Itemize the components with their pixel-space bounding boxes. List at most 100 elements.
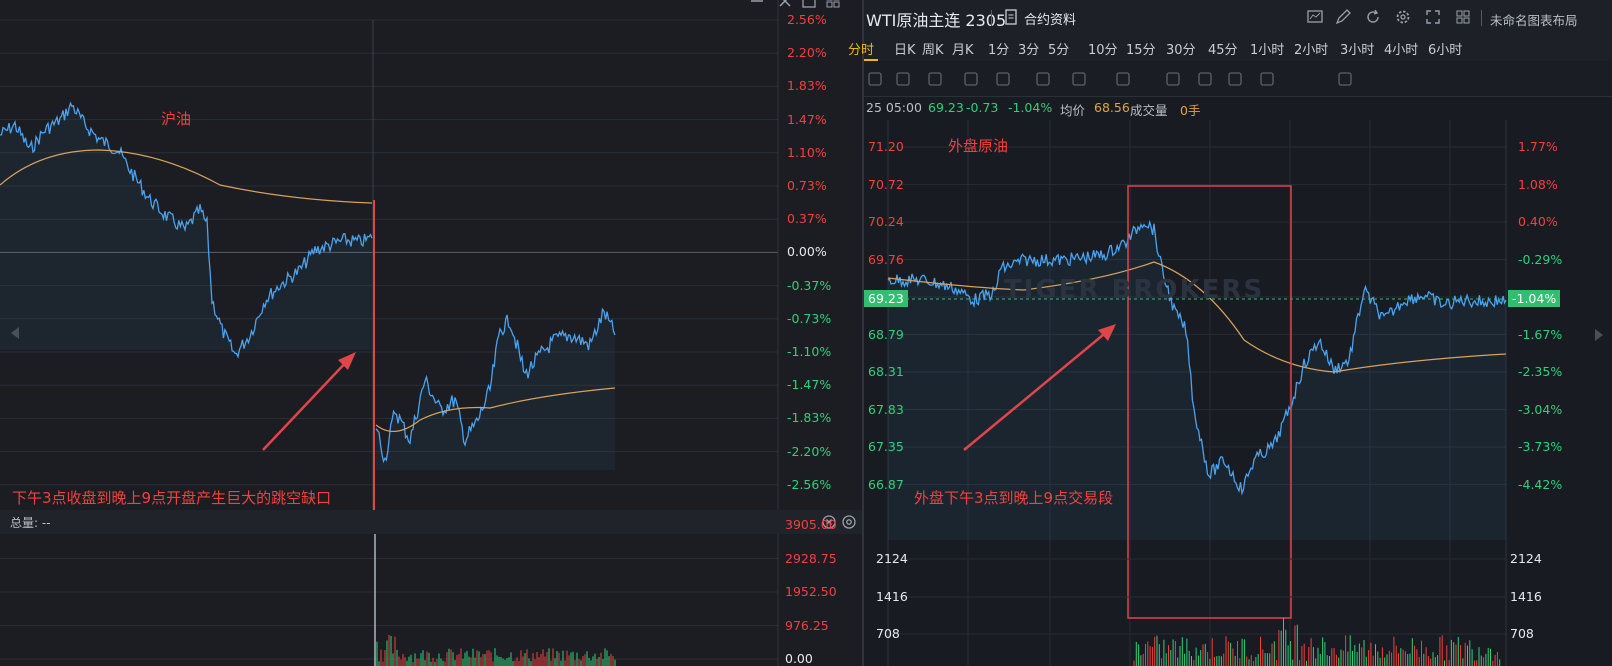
fib-icon[interactable] <box>962 70 980 88</box>
timeframe-tab[interactable]: 5分 <box>1048 43 1070 58</box>
timeframe-tab[interactable]: 1小时 <box>1250 43 1285 58</box>
timeframe-tab[interactable]: 15分 <box>1126 43 1156 58</box>
close-icon-2[interactable] <box>776 0 794 10</box>
left-annotation-title: 沪油 <box>161 110 192 128</box>
avg-line <box>887 261 1507 373</box>
volume-tick-label-right: 708 <box>1510 626 1534 641</box>
volume-tick-label: 2928.75 <box>785 550 837 566</box>
eye-icon[interactable] <box>1226 70 1244 88</box>
rectangle-icon[interactable] <box>894 70 912 88</box>
timeframe-tab[interactable]: 月K <box>952 43 974 58</box>
price-tick-label: 71.20 <box>868 139 904 154</box>
avg-label: 均价 <box>1060 103 1086 118</box>
pct-tick-label: 0.73% <box>787 178 827 193</box>
timeframe-tab[interactable]: 4小时 <box>1384 43 1419 58</box>
fullscreen-icon[interactable] <box>1424 8 1442 26</box>
layout-name[interactable]: 未命名图表布局 <box>1490 13 1578 28</box>
pct-tick-label: -1.67% <box>1518 326 1563 342</box>
night-area <box>376 309 615 470</box>
title-bar: WTI原油主连 2305 合约资料 未命名图表布局 <box>864 0 1612 36</box>
quote-change-pct: -1.04% <box>1008 100 1053 115</box>
settings-icon[interactable] <box>840 513 858 531</box>
timeframe-tab[interactable]: 10分 <box>1088 43 1118 58</box>
timeframe-tab[interactable]: 1分 <box>988 43 1010 58</box>
timeframe-tab[interactable]: 日K <box>894 43 916 58</box>
minus-icon[interactable] <box>748 0 766 10</box>
active-tab-indicator <box>864 59 878 61</box>
volume-tick-label-left: 1416 <box>876 589 908 604</box>
pct-tick-label: 1.83% <box>787 78 827 94</box>
contract-info-link[interactable]: 合约资料 <box>1024 13 1077 28</box>
magnet-icon[interactable] <box>1258 70 1276 88</box>
crosshair-icon[interactable] <box>866 70 884 88</box>
pct-tick-label: 0.37% <box>787 211 827 227</box>
price-tick-label: 67.83 <box>868 401 904 417</box>
quote-price: 69.23 <box>928 100 964 115</box>
volume-tick-label-right: 1416 <box>1510 589 1542 604</box>
right-chart-pane: WTI原油主连 2305 合约资料 未命名图表布局 分时 日K 周K 月K 1分 3分 5分… <box>848 0 1612 666</box>
timeframe-tab[interactable]: 周K <box>922 43 944 58</box>
cursor-icon[interactable] <box>994 70 1012 88</box>
avg-value: 68.56 <box>1094 100 1130 115</box>
left-chart-pane: 沪油 下午3点收盘到晚上9点开盘产生巨大的跳空缺口 2.56% 2.20% 1.83… <box>0 0 858 666</box>
quote-change: -0.73 <box>966 100 999 115</box>
day-price-line <box>0 101 373 359</box>
scroll-left-icon[interactable] <box>6 324 24 342</box>
volume-tick-label: 3905.00 <box>785 517 837 532</box>
timeframe-tab[interactable]: 3分 <box>1018 43 1040 58</box>
text-icon[interactable] <box>1034 70 1052 88</box>
pct-tick-label: -2.35% <box>1518 364 1563 379</box>
maximize-icon[interactable] <box>800 0 818 10</box>
pct-tick-label: -2.20% <box>787 443 832 459</box>
pct-tick-label: -0.37% <box>787 277 832 293</box>
price-tick-label: 67.35 <box>868 439 904 454</box>
timeframe-tabs: 分时 日K 周K 月K 1分 3分 5分 10分 15分 30分 45分 1小时 2小时 3小时 4小时 6小… <box>848 35 1612 61</box>
current-price-badge: 69.23 <box>864 290 908 307</box>
night-avg-line <box>375 387 616 432</box>
volume-tick-label: 1952.50 <box>785 584 837 599</box>
pct-tick-label: 2.56% <box>787 12 827 27</box>
gear-icon[interactable] <box>1394 8 1412 26</box>
volume-tick-label: 976.25 <box>785 617 829 633</box>
price-tick-label: 70.24 <box>868 214 904 229</box>
draw-icon[interactable] <box>1334 8 1352 26</box>
annotation-arrowhead <box>1098 324 1116 341</box>
timeframe-tab[interactable]: 6小时 <box>1428 43 1463 58</box>
close-icon[interactable] <box>820 513 838 531</box>
current-pct-badge: -1.04% <box>1508 290 1561 307</box>
annotation-arrow <box>262 357 351 451</box>
quote-time: 25 05:00 <box>866 100 922 115</box>
pane-divider[interactable] <box>862 0 864 666</box>
trash-icon[interactable] <box>1336 70 1354 88</box>
pct-tick-label: -0.29% <box>1518 251 1563 267</box>
pct-tick-label: -4.42% <box>1518 476 1563 492</box>
annotation-arrowhead <box>338 352 356 370</box>
session-annotation: 外盘下午3点到晚上9点交易段 <box>914 489 1114 507</box>
scroll-right-icon[interactable] <box>1590 326 1608 344</box>
timeframe-tab[interactable]: 30分 <box>1166 43 1196 58</box>
lock-icon[interactable] <box>1196 70 1214 88</box>
price-tick-label: 68.79 <box>868 326 904 342</box>
document-icon <box>1002 8 1020 26</box>
session-highlight-box <box>1127 185 1292 619</box>
pattern-icon[interactable] <box>926 70 944 88</box>
grid-icon[interactable] <box>824 0 842 10</box>
indicator-icon[interactable] <box>1114 70 1132 88</box>
chart-icon[interactable] <box>1306 8 1324 26</box>
pct-tick-label: 1.47% <box>787 111 827 127</box>
pct-tick-label: -3.73% <box>1518 439 1563 454</box>
title-separator <box>991 10 992 26</box>
measure-icon[interactable] <box>1070 70 1088 88</box>
instrument-title[interactable]: WTI原油主连 2305 <box>866 11 1007 30</box>
gap-annotation: 下午3点收盘到晚上9点开盘产生巨大的跳空缺口 <box>12 489 332 507</box>
pct-tick-label: -2.56% <box>787 476 832 492</box>
pct-tick-label: 0.40% <box>1518 214 1558 229</box>
pct-tick-label: -1.10% <box>787 344 832 359</box>
timeframe-tab[interactable]: 2小时 <box>1294 43 1329 58</box>
refresh-icon[interactable] <box>1364 8 1382 26</box>
pencil-icon[interactable] <box>1164 70 1182 88</box>
layout-grid-icon[interactable] <box>1454 8 1472 26</box>
timeframe-tab[interactable]: 3小时 <box>1340 43 1375 58</box>
timeframe-tab[interactable]: 45分 <box>1208 43 1238 58</box>
timeframe-tab[interactable]: 分时 <box>848 43 875 58</box>
